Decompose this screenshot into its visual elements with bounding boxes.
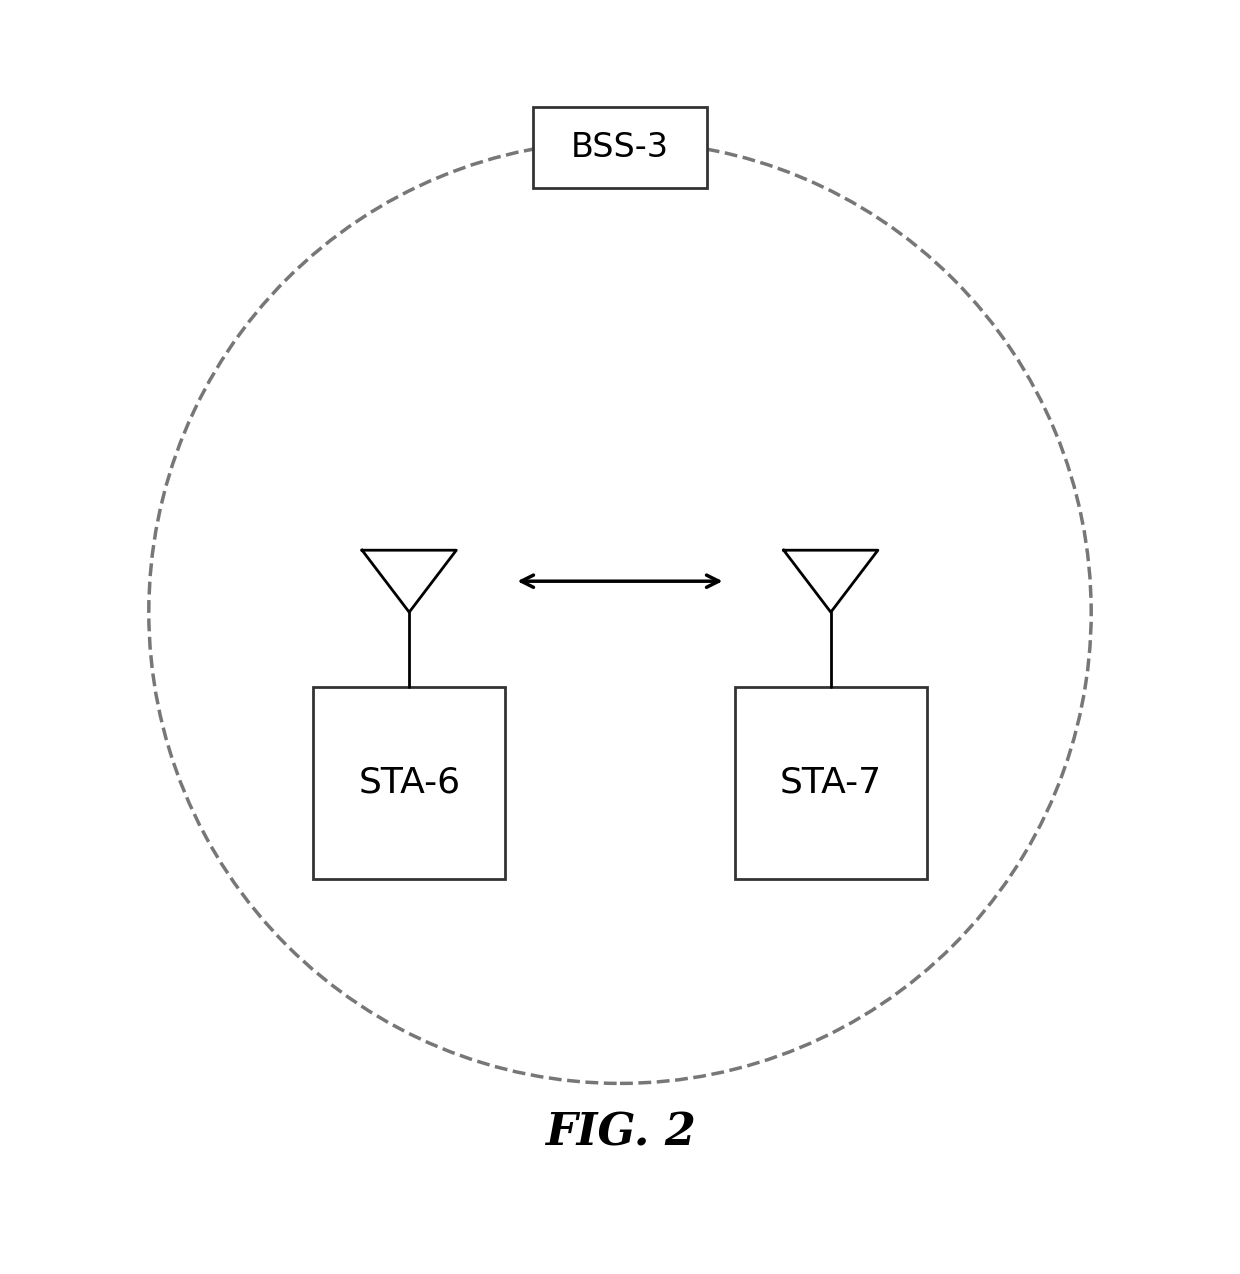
Bar [533,107,707,187]
Text: STA-7: STA-7 [780,766,882,800]
Text: STA-6: STA-6 [358,766,460,800]
Text: FIG. 2: FIG. 2 [544,1111,696,1154]
Bar [312,687,506,879]
Bar [734,687,928,879]
Text: BSS-3: BSS-3 [570,131,670,163]
